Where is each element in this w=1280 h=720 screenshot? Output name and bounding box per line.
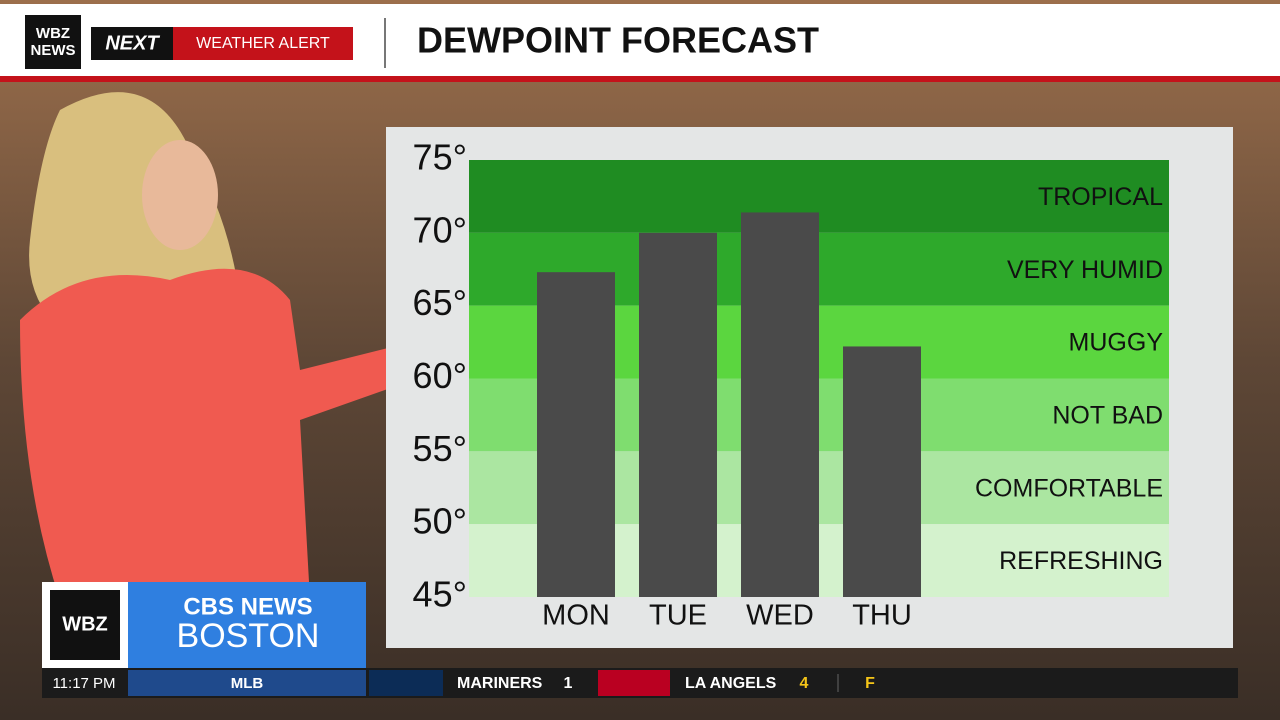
y-tick-label: 60° (413, 355, 467, 396)
corner-logo: WBZ (62, 613, 108, 635)
y-tick-label: 75° (413, 137, 467, 178)
bar (741, 212, 819, 597)
x-tick-label: MON (542, 600, 610, 632)
y-tick-label: 45° (413, 574, 467, 615)
y-tick-label: 70° (413, 209, 467, 250)
band-label: NOT BAD (1052, 402, 1163, 430)
y-tick-label: 50° (413, 501, 467, 542)
y-tick-label: 65° (413, 282, 467, 323)
station-logo (25, 15, 81, 69)
ticker-time: 11:17 PM (52, 675, 115, 692)
ticker-score: 4 (800, 675, 809, 692)
league-box (128, 670, 366, 696)
header-rule (0, 76, 1280, 82)
band-label: REFRESHING (999, 547, 1163, 575)
logo-text: NEWS (31, 42, 76, 59)
ticker-team: LA ANGELS (685, 675, 777, 692)
corner-logo-inner (50, 590, 120, 660)
logo-text: WBZ (36, 25, 70, 42)
bar (843, 346, 921, 597)
alert-next-box (91, 27, 173, 60)
alert-next: NEXT (105, 32, 160, 54)
team1-logo (369, 670, 443, 696)
chart-title: DEWPOINT FORECAST (417, 20, 819, 61)
ticker-score: 1 (564, 675, 573, 692)
band-label: MUGGY (1069, 329, 1164, 357)
network: CBS NEWS (183, 593, 312, 620)
team2-logo (598, 670, 670, 696)
bar (639, 232, 717, 598)
ticker-league: MLB (231, 675, 264, 692)
city: BOSTON (177, 617, 320, 655)
presenter-face (142, 140, 218, 250)
network-box (128, 582, 366, 668)
x-tick-label: TUE (649, 600, 707, 632)
band-label: TROPICAL (1038, 183, 1163, 211)
band-label: VERY HUMID (1007, 256, 1163, 284)
ticker-team: MARINERS (457, 675, 543, 692)
x-tick-label: WED (746, 600, 814, 632)
ticker-status: F (865, 675, 875, 692)
alert-text: WEATHER ALERT (196, 35, 330, 52)
band-label: COMFORTABLE (975, 474, 1163, 502)
bar (537, 272, 615, 597)
chart: TROPICAL VERY HUMID MUGGY NOT BAD COMFORTABL… (413, 137, 1169, 632)
x-tick-label: THU (852, 600, 912, 632)
y-tick-label: 55° (413, 428, 467, 469)
